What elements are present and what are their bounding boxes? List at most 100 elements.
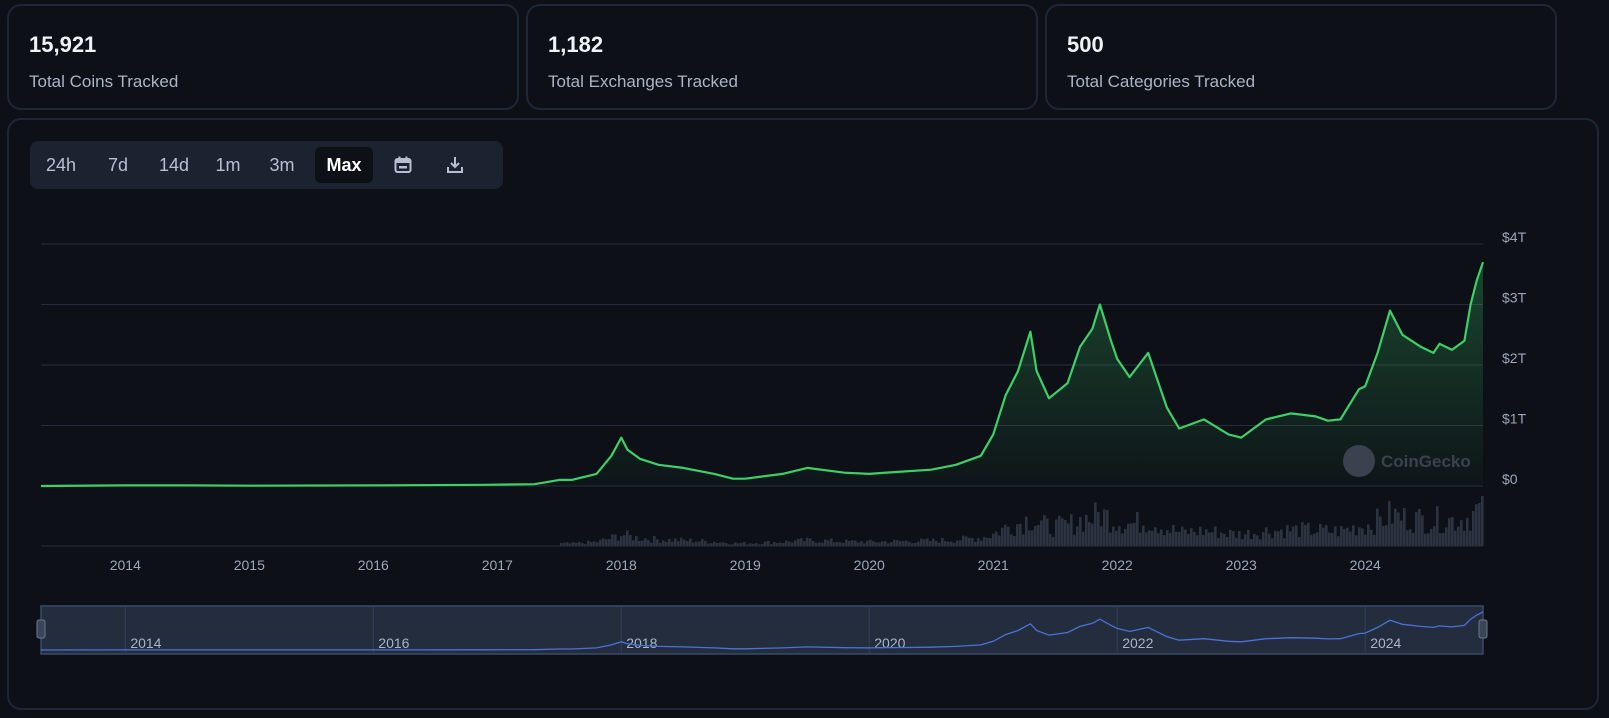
- volume-bar: [995, 531, 998, 546]
- volume-bar: [1091, 523, 1094, 546]
- volume-bar: [1355, 535, 1358, 546]
- volume-bar: [590, 541, 593, 546]
- volume-bar: [1208, 532, 1211, 546]
- volume-bar: [656, 539, 659, 546]
- volume-bar: [1364, 534, 1367, 546]
- range-button-7d[interactable]: 7d: [107, 155, 129, 175]
- volume-bar: [1097, 512, 1100, 546]
- volume-bar: [794, 540, 797, 546]
- volume-bars: [41, 496, 1484, 546]
- range-button-1m[interactable]: 1m: [215, 155, 241, 175]
- volume-bar: [872, 541, 875, 546]
- volume-bar: [1394, 508, 1397, 546]
- volume-bar: [1145, 532, 1148, 546]
- volume-bar: [965, 536, 968, 546]
- y-tick-label: $0: [1502, 471, 1518, 487]
- volume-bar: [710, 543, 713, 546]
- x-tick-label: 2023: [1226, 557, 1257, 573]
- volume-bar: [899, 541, 902, 546]
- volume-bar: [788, 541, 791, 546]
- volume-bar: [734, 542, 737, 546]
- volume-bar: [1151, 530, 1154, 546]
- volume-bar: [707, 543, 710, 546]
- volume-bar: [1445, 527, 1448, 546]
- navigator-window[interactable]: [40, 605, 1484, 655]
- volume-bar: [647, 540, 650, 546]
- volume-bar: [626, 530, 629, 546]
- volume-bar: [653, 535, 656, 546]
- volume-bar: [1448, 518, 1451, 546]
- volume-bar: [1316, 532, 1319, 546]
- volume-bar: [1454, 530, 1457, 546]
- navigator-left-handle[interactable]: [36, 619, 46, 639]
- market-cap-chart[interactable]: $0 $1T $2T $3T $4T 2014 2015 2016 2017 2018 2019 20…: [9, 120, 1597, 708]
- volume-bar: [1469, 530, 1472, 546]
- range-button-max[interactable]: Max: [315, 147, 373, 183]
- volume-bar: [1052, 537, 1055, 546]
- volume-bar: [845, 539, 848, 546]
- volume-bar: [1340, 526, 1343, 546]
- volume-bar: [1310, 534, 1313, 546]
- volume-bar: [947, 541, 950, 546]
- volume-bar: [767, 540, 770, 546]
- volume-bar: [641, 540, 644, 546]
- volume-bar: [992, 533, 995, 546]
- volume-bar: [1334, 526, 1337, 546]
- x-tick-label: 2015: [234, 557, 265, 573]
- range-button-3m[interactable]: 3m: [269, 155, 295, 175]
- volume-bar: [1124, 528, 1127, 546]
- volume-bar: [935, 540, 938, 546]
- volume-bar: [1331, 532, 1334, 546]
- volume-bar: [1016, 524, 1019, 546]
- volume-bar: [998, 535, 1001, 546]
- volume-bar: [1106, 510, 1109, 546]
- market-cap-line[interactable]: [40, 261, 1485, 488]
- volume-bar: [581, 543, 584, 546]
- volume-bar: [1175, 531, 1178, 546]
- volume-bar: [1160, 529, 1163, 546]
- calendar-icon[interactable]: [383, 147, 423, 183]
- volume-bar: [1385, 525, 1388, 546]
- range-button-24h[interactable]: 24h: [45, 155, 77, 175]
- market-cap-chart-panel: $0 $1T $2T $3T $4T 2014 2015 2016 2017 2018 2019 20…: [7, 118, 1599, 710]
- stat-label: Total Categories Tracked: [1067, 72, 1256, 91]
- range-button-14d[interactable]: 14d: [158, 155, 190, 175]
- volume-bar: [1292, 526, 1295, 546]
- volume-bar: [1298, 537, 1301, 546]
- volume-bar: [1304, 525, 1307, 546]
- volume-bar: [560, 542, 563, 546]
- watermark-text: CoinGecko: [1381, 452, 1471, 471]
- volume-bar: [743, 541, 746, 546]
- volume-bar: [614, 534, 617, 546]
- volume-bar: [671, 541, 674, 546]
- volume-bar: [761, 543, 764, 546]
- volume-bar: [1049, 534, 1052, 546]
- volume-bar: [1328, 532, 1331, 546]
- volume-bar: [1472, 511, 1475, 546]
- volume-bar: [779, 542, 782, 546]
- volume-bar: [920, 538, 923, 546]
- navigator-right-handle[interactable]: [1478, 619, 1488, 639]
- volume-bar: [908, 541, 911, 546]
- volume-bar: [1007, 526, 1010, 546]
- x-tick-label: 2019: [730, 557, 761, 573]
- volume-bar: [1388, 501, 1391, 546]
- volume-bar: [1250, 538, 1253, 546]
- volume-bar: [1337, 536, 1340, 546]
- volume-bar: [719, 542, 722, 546]
- x-tick-label: 2021: [978, 557, 1009, 573]
- volume-bar: [1037, 525, 1040, 546]
- volume-bar: [1121, 533, 1124, 546]
- volume-bar: [1088, 521, 1091, 546]
- volume-bar: [659, 542, 662, 546]
- volume-bar: [1382, 525, 1385, 546]
- volume-bar: [1286, 525, 1289, 546]
- volume-bar: [929, 541, 932, 546]
- x-tick-label: 2020: [854, 557, 885, 573]
- volume-bar: [914, 542, 917, 546]
- volume-bar: [1322, 527, 1325, 546]
- volume-bar: [800, 538, 803, 546]
- volume-bar: [1283, 538, 1286, 546]
- volume-bar: [713, 541, 716, 546]
- download-icon[interactable]: [435, 147, 475, 183]
